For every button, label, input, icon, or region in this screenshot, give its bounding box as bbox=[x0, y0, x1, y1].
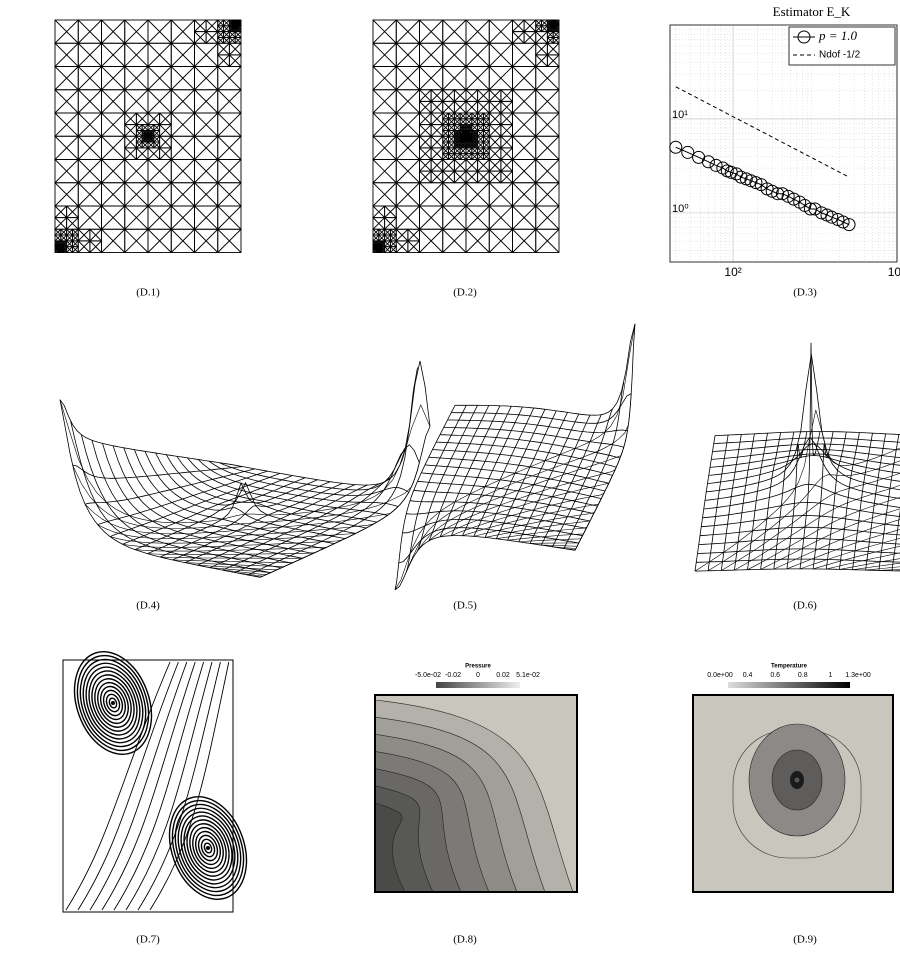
colorbar-title: Pressure bbox=[465, 664, 491, 670]
mesh-line bbox=[734, 459, 900, 570]
mesh-line bbox=[60, 400, 230, 465]
mesh-line bbox=[160, 482, 330, 557]
mesh-line bbox=[448, 420, 628, 433]
x-tick-label: 10² bbox=[724, 265, 741, 279]
mesh-line bbox=[440, 458, 620, 537]
mesh-line bbox=[455, 324, 635, 415]
colorbar-label: 1.3e+00 bbox=[845, 672, 871, 679]
mesh-line bbox=[463, 407, 523, 536]
streamlines bbox=[61, 641, 260, 912]
mesh bbox=[55, 20, 241, 253]
mesh-line bbox=[695, 436, 715, 572]
mesh-line bbox=[451, 406, 511, 535]
mesh-line bbox=[705, 437, 900, 500]
mesh-line bbox=[463, 475, 613, 535]
caption: (D.1) bbox=[136, 287, 160, 299]
caption: (D.7) bbox=[136, 934, 160, 946]
chart: 10² 10⁴ 10⁰ 10¹ Estimator E_Kp = 1.0 Ndof -1/… bbox=[670, 4, 900, 279]
y-tick-label: 10⁰ bbox=[672, 203, 689, 215]
colorbar-ramp bbox=[436, 682, 520, 688]
mesh-line bbox=[892, 435, 900, 571]
mesh-line bbox=[73, 465, 243, 478]
mesh-line bbox=[230, 361, 430, 485]
mesh-line bbox=[519, 414, 579, 542]
mesh-line bbox=[721, 435, 741, 571]
mesh-line bbox=[530, 415, 590, 543]
contour-plot bbox=[693, 695, 893, 892]
mesh-line bbox=[714, 438, 900, 444]
caption: (D.2) bbox=[453, 287, 477, 299]
mesh-line bbox=[395, 405, 455, 589]
mesh-line bbox=[60, 400, 430, 523]
caption: (D.5) bbox=[453, 600, 477, 612]
colorbar: Pressure -5.0e-02 -0.02 0 0.02 5.1e-02 bbox=[415, 664, 540, 688]
surface-mesh bbox=[695, 343, 900, 571]
mesh-line bbox=[787, 492, 900, 569]
legend-label: p = 1.0 bbox=[818, 28, 858, 43]
mesh bbox=[373, 20, 559, 253]
caption: (D.6) bbox=[793, 600, 817, 612]
colorbar-label: -0.02 bbox=[445, 672, 461, 679]
colorbar-label: 0.02 bbox=[496, 672, 510, 679]
mesh-line bbox=[826, 432, 846, 569]
legend-label: Ndof -1/2 bbox=[819, 50, 861, 61]
mesh-line bbox=[761, 475, 900, 569]
mesh-line bbox=[395, 536, 575, 590]
colorbar-label: 0.0e+00 bbox=[707, 672, 733, 679]
caption: (D.8) bbox=[453, 934, 477, 946]
vortex-core bbox=[111, 701, 115, 705]
vortex-core bbox=[206, 846, 210, 850]
colorbar-label: -5.0e-02 bbox=[415, 672, 441, 679]
mesh-line bbox=[575, 324, 635, 551]
colorbar-label: 5.1e-02 bbox=[516, 672, 540, 679]
streamline bbox=[78, 662, 178, 910]
chart-title: Estimator E_K bbox=[773, 4, 851, 19]
colorbar-label: 0.4 bbox=[743, 672, 753, 679]
mesh-line bbox=[148, 533, 356, 554]
colorbar-ramp bbox=[728, 682, 850, 688]
surface-mesh bbox=[395, 324, 635, 590]
streamline bbox=[126, 662, 212, 910]
x-tick-label: 10⁴ bbox=[888, 265, 900, 279]
caption: (D.9) bbox=[793, 934, 817, 946]
figure: (D.1) (D.2) (D.3) (D.4) (D.5) (D.6) (D.7) (D.8)… bbox=[0, 0, 900, 961]
mesh-line bbox=[198, 485, 368, 565]
mesh-line bbox=[710, 454, 900, 468]
y-tick-label: 10¹ bbox=[672, 109, 688, 121]
mesh-line bbox=[440, 406, 500, 537]
colorbar-label: 0 bbox=[476, 672, 480, 679]
colorbar-label: 1 bbox=[828, 672, 832, 679]
colorbar-title: Temperature bbox=[771, 664, 808, 670]
streamline bbox=[102, 662, 195, 910]
colorbar: Temperature 0.0e+00 0.4 0.6 0.8 1 1.3e+00 bbox=[707, 664, 871, 688]
mesh-line bbox=[708, 435, 728, 571]
mesh-line bbox=[564, 383, 624, 549]
caption: (D.4) bbox=[136, 600, 160, 612]
mesh-line bbox=[451, 394, 631, 424]
contour-band bbox=[795, 778, 800, 783]
mesh-line bbox=[395, 324, 635, 590]
mesh-line bbox=[713, 444, 900, 452]
surface-mesh bbox=[60, 361, 430, 578]
contour-plot bbox=[375, 695, 577, 892]
mesh-line bbox=[433, 450, 613, 476]
caption: (D.3) bbox=[793, 287, 817, 299]
colorbar-label: 0.6 bbox=[770, 672, 780, 679]
colorbar-label: 0.8 bbox=[798, 672, 808, 679]
mesh-line bbox=[440, 435, 620, 458]
